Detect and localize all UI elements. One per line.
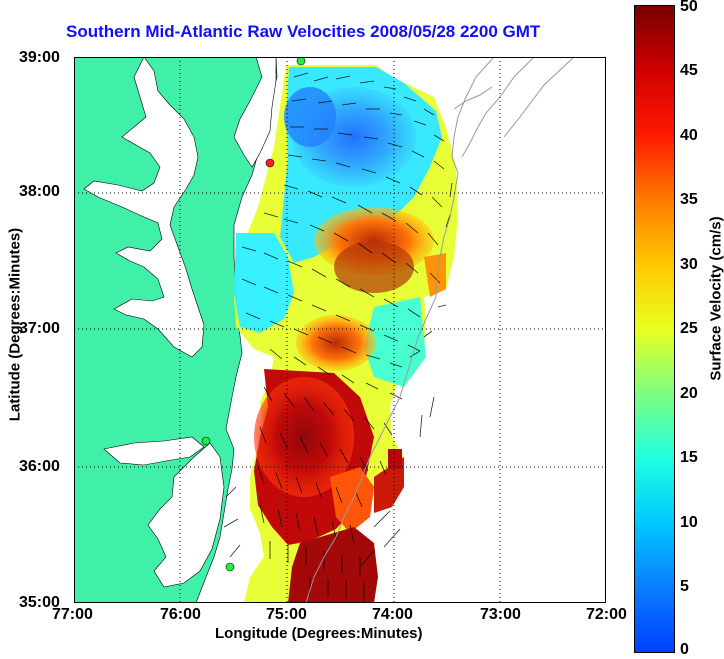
- x-axis-title: Longitude (Degrees:Minutes): [215, 625, 423, 642]
- delaware-bay: [224, 57, 277, 168]
- x-tick-label: 72:00: [586, 606, 627, 623]
- x-tick-label: 76:00: [160, 606, 201, 623]
- colorbar-tick-label: 25: [680, 320, 698, 337]
- y-tick-label: 36:00: [19, 458, 60, 475]
- chesapeake-bay: [83, 57, 205, 358]
- y-tick-label: 37:00: [19, 320, 60, 337]
- velocity-arrows: [223, 72, 453, 601]
- y-tick-label: 38:00: [19, 183, 60, 200]
- x-tick-label: 77:00: [52, 606, 93, 623]
- plot-frame: [74, 57, 606, 603]
- radar-site-marker: [225, 562, 235, 572]
- bathymetry-contours: [305, 57, 575, 603]
- colorbar: [634, 5, 675, 653]
- x-tick-label: 75:00: [266, 606, 307, 623]
- radar-site-marker: [265, 158, 275, 168]
- x-tick-label: 73:00: [480, 606, 521, 623]
- colorbar-tick-label: 10: [680, 514, 698, 531]
- colorbar-tick-label: 5: [680, 578, 689, 595]
- map-title: Southern Mid-Atlantic Raw Velocities 200…: [66, 22, 541, 41]
- x-tick-label: 74:00: [372, 606, 413, 623]
- y-axis-title: Latitude (Degrees:Minutes): [6, 227, 24, 422]
- colorbar-tick-label: 15: [680, 449, 698, 466]
- radar-site-marker: [296, 57, 306, 66]
- colorbar-tick-label: 0: [680, 641, 689, 658]
- colorbar-title: Surface Velocity (cm/s): [707, 216, 724, 381]
- velocity-map: [74, 57, 606, 603]
- albemarle-sound: [103, 436, 205, 466]
- radar-site-marker: [201, 436, 211, 446]
- colorbar-tick-label: 40: [680, 127, 698, 144]
- y-tick-label: 39:00: [19, 49, 60, 66]
- colorbar-tick-label: 20: [680, 385, 698, 402]
- gridlines: [74, 57, 606, 603]
- colorbar-tick-label: 50: [680, 0, 698, 15]
- colorbar-tick-label: 45: [680, 62, 698, 79]
- pamlico-sound: [147, 442, 225, 588]
- colorbar-tick-label: 30: [680, 256, 698, 273]
- y-tick-label: 35:00: [19, 594, 60, 611]
- colorbar-tick-label: 35: [680, 191, 698, 208]
- velocity-field: [234, 65, 458, 603]
